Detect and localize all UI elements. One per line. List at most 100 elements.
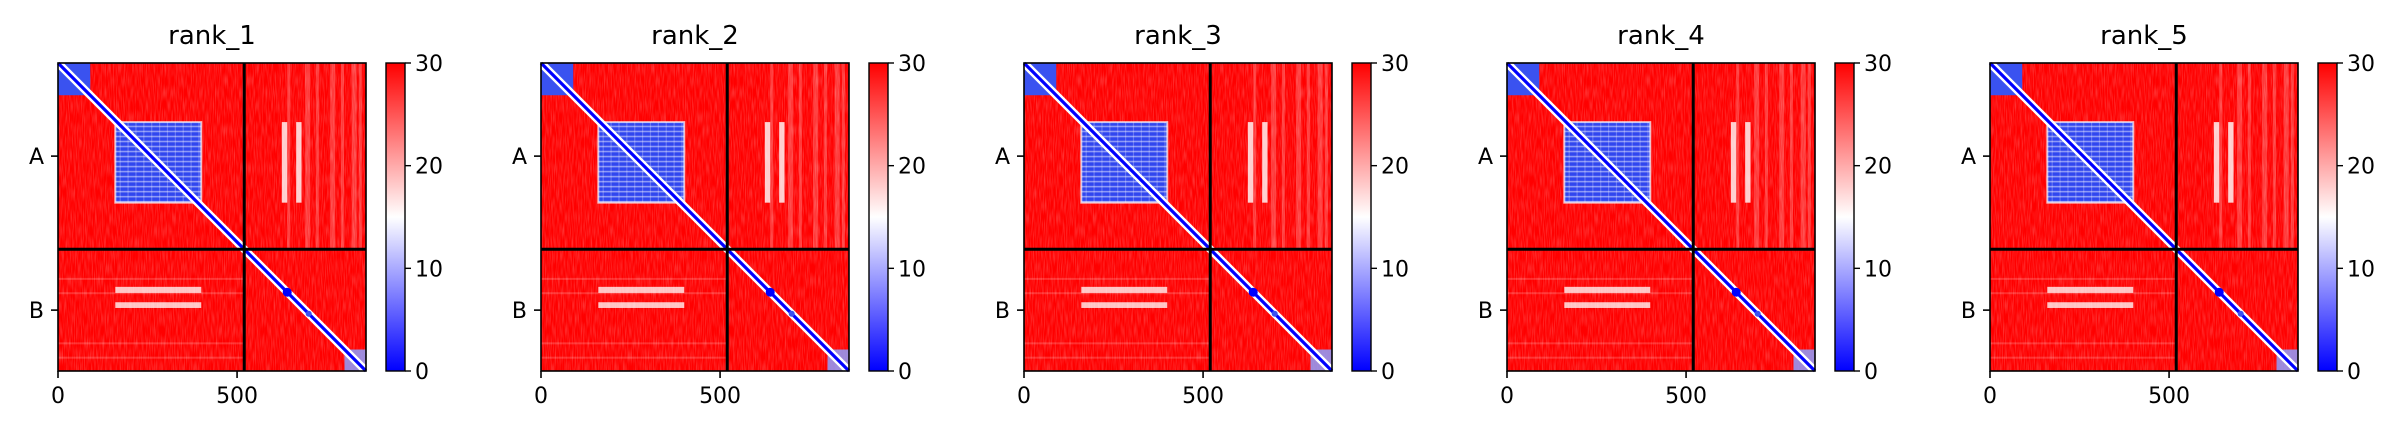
block-stripe — [182, 122, 184, 203]
y-chain-label: A — [1478, 145, 1493, 170]
block-stripe — [1109, 122, 1111, 203]
x-tick-label: 0 — [534, 384, 548, 409]
block-stripe — [1081, 130, 1168, 133]
block-stripe — [1081, 145, 1168, 148]
block-stripe — [2047, 175, 2134, 178]
block-stripe — [115, 190, 202, 193]
y-chain-label: B — [1478, 299, 1493, 324]
block-stripe — [1600, 122, 1602, 203]
block-stripe — [649, 122, 652, 203]
x-tick-label: 500 — [1182, 384, 1224, 409]
panel-title: rank_2 — [651, 21, 739, 51]
block-stripe — [119, 122, 121, 203]
block-stripe — [1132, 122, 1135, 203]
block-stripe — [618, 122, 620, 203]
block-stripe — [2106, 122, 2108, 203]
block-stripe — [1564, 125, 1651, 128]
plot-frame — [1023, 62, 1333, 372]
block-stripe — [1564, 130, 1651, 133]
block-stripe — [2122, 122, 2124, 203]
diagonal-blob — [1754, 310, 1761, 317]
block-stripe — [1081, 155, 1168, 158]
colorbar-tick-label: 30 — [898, 52, 926, 77]
colorbar-tick-label: 0 — [898, 360, 912, 385]
block-stripe — [1564, 145, 1651, 148]
panel-title: rank_5 — [2100, 21, 2188, 51]
diagonal — [1988, 61, 2300, 373]
colorbar-tick-label: 30 — [1864, 52, 1892, 77]
block-stripe — [1081, 185, 1168, 188]
block-stripe — [115, 125, 202, 128]
diagonal — [1022, 61, 1334, 373]
block-stripe — [598, 175, 685, 178]
block-stripe — [2051, 122, 2053, 203]
y-chain-label: A — [1961, 145, 1976, 170]
block-stripe — [1623, 122, 1625, 203]
colorbar: 0 10 20 30 — [868, 52, 926, 385]
block-stripe — [2047, 125, 2134, 128]
colorbar-tick-label: 20 — [1864, 155, 1892, 180]
block-stripe — [1631, 122, 1633, 203]
plot-frame — [1989, 62, 2299, 372]
block-stripe — [2130, 122, 2132, 203]
colorbar-scale — [1834, 62, 1855, 372]
colorbar-scale — [2317, 62, 2338, 372]
colorbar-scale — [868, 62, 889, 372]
block-stripe — [115, 130, 202, 133]
diagonal-blob — [2214, 287, 2224, 297]
x-tick-label: 500 — [699, 384, 741, 409]
block-stripe — [115, 180, 202, 183]
block-stripe — [2047, 145, 2134, 148]
block-stripe — [1564, 195, 1651, 198]
block-stripe — [1148, 122, 1150, 203]
diagonal — [1505, 61, 1817, 373]
block-stripe — [598, 180, 685, 183]
panel-rank_5: rank_5 0 500 A B 0 10 20 30 — [1961, 21, 2375, 409]
colorbar-tick-label: 0 — [1864, 360, 1878, 385]
block-stripe — [598, 190, 685, 193]
diagonal-blob — [282, 287, 292, 297]
colorbar-tick-label: 10 — [898, 257, 926, 282]
y-chain-label: B — [995, 299, 1010, 324]
plot-frame — [1506, 62, 1816, 372]
block-stripe — [1615, 122, 1618, 203]
block-stripe — [1081, 150, 1168, 153]
block-stripe — [2083, 122, 2085, 203]
block-stripe — [1081, 140, 1168, 143]
block-stripe — [598, 185, 685, 188]
block-stripe — [1576, 122, 1578, 203]
block-stripe — [1564, 170, 1651, 173]
block-stripe — [2047, 180, 2134, 183]
block-stripe — [598, 130, 685, 133]
y-chain-label: B — [29, 299, 44, 324]
block-stripe — [115, 135, 202, 138]
panel-rank_3: rank_3 0 500 A B 0 10 20 30 — [995, 21, 1409, 409]
block-edge — [1563, 121, 1652, 204]
block-edge — [597, 121, 686, 204]
diagonal-blob — [2237, 310, 2244, 317]
block-stripe — [610, 122, 612, 203]
block-stripe — [1564, 150, 1651, 153]
heatmap — [55, 60, 369, 374]
block-stripe — [174, 122, 176, 203]
x-tick-label: 0 — [1017, 384, 1031, 409]
block-stripe — [151, 122, 153, 203]
block-stripe — [1156, 122, 1158, 203]
block-stripe — [1564, 135, 1651, 138]
colorbar-tick-label: 0 — [1381, 360, 1395, 385]
block-stripe — [634, 122, 636, 203]
block-stripe — [2047, 135, 2134, 138]
y-chain-label: A — [995, 145, 1010, 170]
block-stripe — [2047, 140, 2134, 143]
diagonal-blob — [765, 287, 775, 297]
colorbar-tick-label: 0 — [415, 360, 429, 385]
block-stripe — [1564, 185, 1651, 188]
heatmap — [1504, 60, 1818, 374]
block-stripe — [1584, 122, 1586, 203]
colorbar: 0 10 20 30 — [1351, 52, 1409, 385]
block-stripe — [657, 122, 659, 203]
panel-title: rank_1 — [168, 21, 256, 51]
block-stripe — [115, 170, 202, 173]
block-stripe — [665, 122, 667, 203]
colorbar-tick-label: 0 — [2347, 360, 2361, 385]
